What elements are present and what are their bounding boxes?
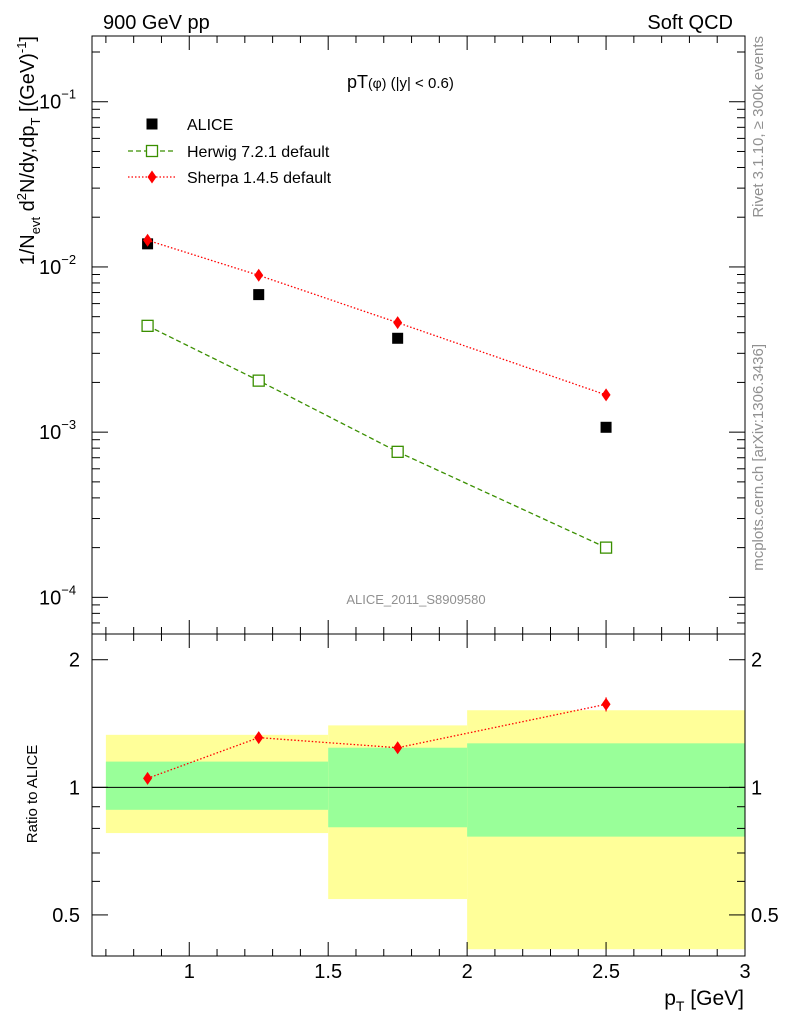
ratio-point	[143, 771, 153, 785]
series-line-1	[147, 325, 607, 549]
header-right-label: Soft QCD	[647, 12, 733, 34]
legend-label: ALICE	[187, 117, 233, 134]
legend-label: Herwig 7.2.1 default	[187, 144, 330, 161]
alice-point	[392, 332, 404, 344]
ratio-point	[254, 731, 264, 745]
ratio-y-tick-label-right: 0.5	[751, 905, 779, 927]
legend-marker-alice	[146, 118, 158, 130]
alice-point	[600, 421, 612, 433]
y-tick-label: 10−4	[39, 582, 76, 609]
x-tick-label: 1	[184, 961, 195, 983]
ratio-point	[601, 697, 611, 711]
y-tick-label: 10−1	[39, 87, 76, 114]
band-green	[105, 761, 329, 810]
ratio-y-tick-label: 1	[69, 777, 80, 799]
series-line-2	[147, 239, 607, 396]
ratio-line	[147, 703, 607, 779]
side-top-label: Rivet 3.1.10, ≥ 300k events	[750, 36, 767, 218]
herwig-point	[141, 319, 154, 332]
sherpa-point	[393, 316, 403, 330]
legend-marker-herwig	[145, 144, 159, 158]
main-axes: 10−1 10−2 10−3 10−4	[39, 35, 746, 635]
analysis-watermark: ALICE_2011_S8909580	[346, 592, 485, 607]
main-ylabel: 1/Nevt d2N/dy,dpT [(GeV)-1]	[14, 36, 43, 265]
x-tick-label: 3	[739, 961, 750, 983]
sherpa-point	[254, 268, 264, 282]
ratio-y-tick-label: 2	[69, 650, 80, 672]
header-left-label: 900 GeV pp	[103, 12, 210, 34]
y-tick-label: 10−3	[39, 417, 76, 444]
ratio-point	[393, 741, 403, 755]
xlabel: pT [GeV]	[664, 987, 744, 1014]
x-tick-label: 1.5	[314, 961, 342, 983]
ratio-y-tick-label: 0.5	[52, 905, 80, 927]
chart-title-rest: (|y| < 0.6)	[386, 75, 453, 92]
legend-marker-sherpa	[147, 170, 157, 184]
x-tick-label: 2	[462, 961, 473, 983]
side-bottom-label: mcplots.cern.ch [arXiv:1306.3436]	[750, 344, 767, 571]
sherpa-point	[143, 233, 153, 247]
x-tick-label: 2.5	[592, 961, 620, 983]
chart-title: pT(φ) (|y| < 0.6)	[347, 72, 454, 92]
chart-title-sub: (φ)	[368, 75, 386, 91]
alice-point	[253, 289, 265, 301]
ratio-frame	[91, 633, 746, 957]
herwig-point	[252, 374, 265, 387]
ratio-ylabel: Ratio to ALICE	[24, 745, 41, 843]
legend-label: Sherpa 1.4.5 default	[187, 170, 332, 187]
legend: ALICE Herwig 7.2.1 default Sherpa 1.4.5 de…	[128, 117, 332, 187]
herwig-point	[599, 541, 613, 554]
chart-title-main: pT	[347, 72, 368, 92]
y-tick-label: 10−2	[39, 252, 76, 279]
sherpa-point	[601, 388, 611, 402]
ratio-axes: 0.5 0.5 1 1 2 2 1 1.5 2 2.5 3	[52, 633, 779, 983]
ratio-y-tick-label-right: 2	[751, 650, 762, 672]
band-green	[467, 743, 745, 837]
herwig-point	[391, 445, 404, 458]
ratio-y-tick-label-right: 1	[751, 777, 762, 799]
